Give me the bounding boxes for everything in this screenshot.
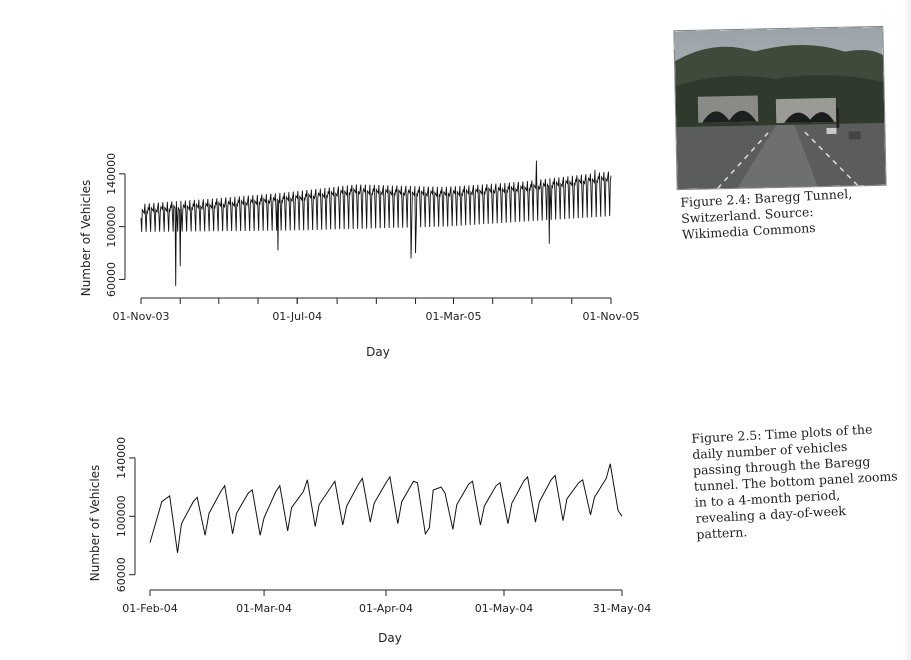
baregg-tunnel-photo — [674, 26, 886, 190]
chart-top-y-tick-label: 100000 — [105, 206, 118, 248]
chart-bottom-y-label: Number of Vehicles — [88, 465, 102, 582]
chart-top-x-tick-label: 01-Jul-04 — [272, 310, 322, 323]
chart-bottom-series-line — [149, 463, 623, 553]
chart-bottom-series — [149, 463, 623, 553]
chart-bottom-axes: 60000 100000 140000 01-Feb-04 01-Mar-04 01-Ap… — [115, 437, 651, 615]
chart-top-series — [140, 160, 612, 287]
chart-bottom-x-tick-label: 01-Feb-04 — [122, 602, 177, 615]
chart-top-x-tick-label: 01-Mar-05 — [425, 310, 481, 323]
page-edge-shadow — [903, 0, 911, 660]
figure-2-5-caption: Figure 2.5: Time plots of the daily numb… — [691, 421, 899, 542]
chart-bottom-x-label: Day — [378, 631, 402, 645]
chart-bottom-y-tick-label: 100000 — [115, 495, 128, 537]
chart-bottom-x-tick-label: 01-Mar-04 — [236, 602, 292, 615]
chart-top-series-line — [140, 160, 612, 287]
chart-top-x-label: Day — [366, 345, 390, 359]
chart-top-y-label: Number of Vehicles — [79, 180, 93, 297]
chart-bottom-y-tick-label: 140000 — [115, 437, 128, 479]
chart-bottom-x-tick-label: 31-May-04 — [593, 602, 651, 615]
chart-top-y-tick-label: 60000 — [105, 262, 118, 297]
chart-bottom-x-tick-label: 01-May-04 — [475, 602, 533, 615]
chart-top-x-tick-label: 01-Nov-03 — [112, 310, 169, 323]
chart-bottom-y-tick-label: 60000 — [115, 557, 128, 592]
chart-top-axes: 60000 100000 140000 01-Nov-03 01-Jul-04 01-Ma… — [105, 153, 640, 323]
chart-top-x-tick-label: 01-Nov-05 — [582, 310, 639, 323]
chart-bottom-x-tick-label: 01-Apr-04 — [359, 602, 413, 615]
chart-top-y-tick-label: 140000 — [105, 153, 118, 195]
